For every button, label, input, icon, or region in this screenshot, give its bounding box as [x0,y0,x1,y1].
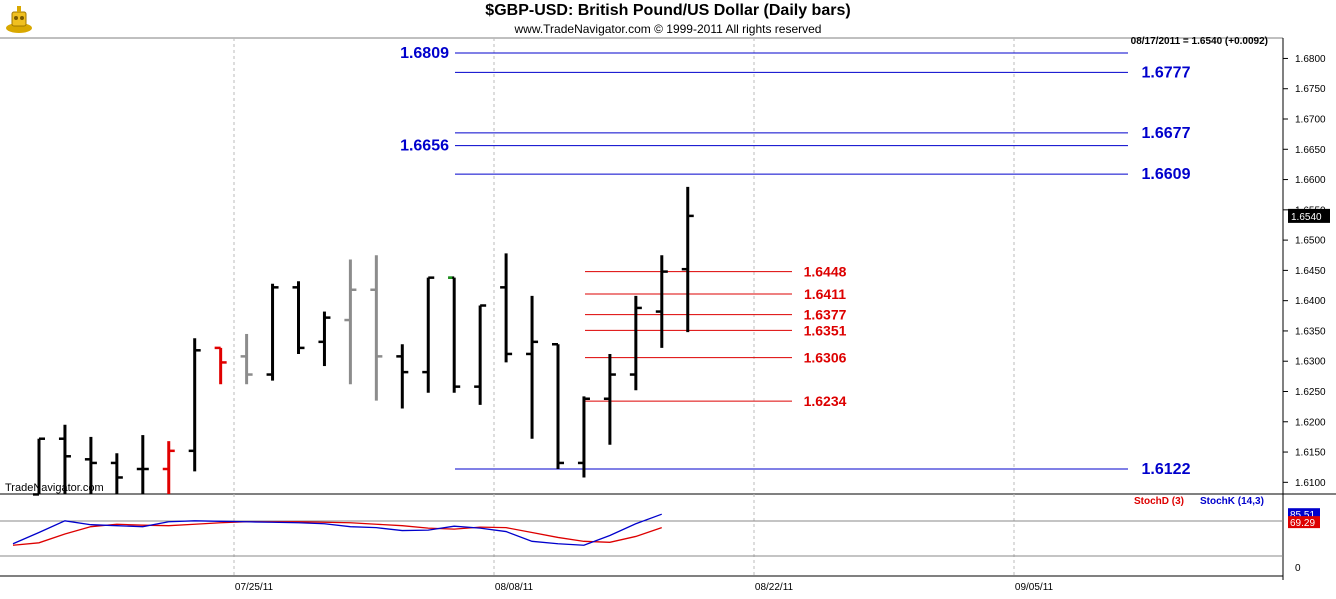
y-tick-label: 1.6750 [1295,84,1326,95]
brand-watermark: TradeNavigator.com [5,482,104,494]
stoch-series-line [12,521,662,546]
x-tick-label: 08/08/11 [495,582,534,593]
level-label: 1.6122 [1142,461,1191,478]
level-label: 1.6656 [400,138,449,155]
stoch-value-label: 85.51 [1290,510,1315,521]
y-tick-label: 1.6300 [1295,357,1326,368]
legend-stochd: StochD (3) [1134,496,1184,507]
stoch-value-label: 69.29 [1290,518,1315,529]
trading-robot-logo-icon [4,4,34,39]
y-tick-label: 1.6250 [1295,387,1326,398]
level-label: 1.6377 [804,307,847,323]
stoch-y-tick-label: 0 [1295,563,1301,574]
stoch-value-tag [1288,516,1320,529]
y-tick-label: 1.6500 [1295,236,1326,247]
last-price-label: 1.6540 [1291,212,1322,223]
y-tick-label: 1.6150 [1295,448,1326,459]
last-price-tag [1288,208,1330,223]
x-tick-label: 07/25/11 [235,582,274,593]
level-label: 1.6351 [804,322,847,338]
level-label: 1.6448 [804,264,847,280]
level-label: 1.6411 [804,286,846,302]
y-tick-label: 1.6650 [1295,145,1326,156]
y-tick-label: 1.6200 [1295,417,1326,428]
quote-info: 08/17/2011 = 1.6540 (+0.0092) [1130,36,1268,47]
y-tick-label: 1.6700 [1295,115,1326,126]
level-label: 1.6306 [804,350,847,366]
stoch-value-tag [1288,508,1320,521]
y-tick-label: 1.6350 [1295,326,1326,337]
level-label: 1.6777 [1142,64,1191,81]
level-label: 1.6609 [1142,166,1191,183]
level-label: 1.6677 [1142,125,1191,142]
x-tick-label: 09/05/11 [1015,582,1054,593]
x-tick-label: 08/22/11 [755,582,794,593]
y-tick-label: 1.6800 [1295,54,1326,65]
legend-stochk: StochK (14,3) [1200,496,1264,507]
chart-title: $GBP-USD: British Pound/US Dollar (Daily… [485,2,851,19]
y-tick-label: 1.6450 [1295,266,1326,277]
level-label: 1.6234 [804,393,847,409]
y-tick-label: 1.6600 [1295,175,1326,186]
y-tick-label: 1.6100 [1295,478,1326,489]
level-label: 1.6809 [400,45,449,62]
stoch-series-line [12,513,662,546]
y-tick-label: 1.6400 [1295,296,1326,307]
copyright-text: www.TradeNavigator.com © 1999-2011 All r… [514,22,822,36]
